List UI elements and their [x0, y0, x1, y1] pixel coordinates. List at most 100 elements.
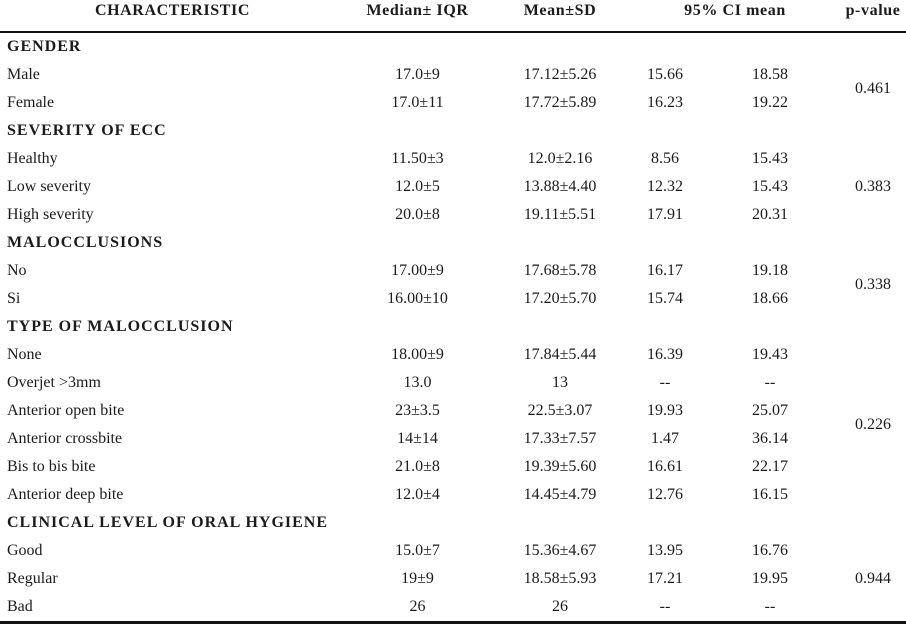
ci-low-cell: 16.23: [647, 94, 683, 111]
ci-low-cell: 15.74: [647, 290, 683, 307]
section-title: SEVERITY OF ECC: [7, 122, 167, 139]
row-label: Female: [7, 94, 55, 111]
row-label: No: [7, 262, 27, 279]
section-title-row: CLINICAL LEVEL OF ORAL HYGIENE: [0, 509, 906, 537]
table-body: GENDER Male 17.0±9 17.12±5.26 15.66 18.58 0.46…: [0, 32, 906, 623]
ci-high-cell: 18.58: [752, 66, 788, 83]
p-value-cell: 0.383: [855, 178, 891, 195]
median-cell: 11.50±3: [391, 150, 444, 167]
median-cell: 21.0±8: [395, 458, 440, 475]
data-row: Good 15.0±7 15.36±4.67 13.95 16.76 0.944: [0, 537, 906, 587]
data-row: Si 16.00±10 17.20±5.70 15.74 18.66: [0, 285, 906, 313]
mean-cell: 14.45±4.79: [523, 486, 597, 503]
mean-cell: 18.58±5.93: [523, 570, 597, 587]
ci-high-cell: 19.22: [752, 94, 788, 111]
ci-low-cell: 15.66: [647, 66, 683, 83]
mean-cell: 22.5±3.07: [527, 402, 593, 419]
ci-high-cell: 18.66: [752, 290, 788, 307]
col-header-mean-sd: Mean±SD: [490, 0, 630, 33]
median-cell: 17.0±11: [391, 94, 444, 111]
ci-low-cell: --: [659, 598, 671, 615]
data-row: Female 17.0±11 17.72±5.89 16.23 19.22: [0, 89, 906, 117]
row-label: Anterior deep bite: [7, 486, 124, 503]
ci-low-cell: 17.91: [647, 206, 683, 223]
data-row: Regular 19±9 18.58±5.93 17.21 19.95: [0, 565, 906, 593]
ci-high-cell: 15.43: [752, 150, 788, 167]
ci-high-cell: --: [764, 598, 776, 615]
data-row: Healthy 11.50±3 12.0±2.16 8.56 15.43 0.383: [0, 145, 906, 195]
data-row: High severity 20.0±8 19.11±5.51 17.91 20.31: [0, 201, 906, 229]
mean-cell: 17.72±5.89: [523, 94, 597, 111]
ci-high-cell: 19.43: [752, 346, 788, 363]
mean-cell: 13.88±4.40: [523, 178, 597, 195]
col-header-p-value: p-value: [840, 0, 906, 33]
ci-low-cell: 16.61: [647, 458, 683, 475]
data-row: Male 17.0±9 17.12±5.26 15.66 18.58 0.461: [0, 61, 906, 97]
section-title-row: GENDER: [0, 32, 906, 61]
row-label: Low severity: [7, 178, 91, 195]
ci-high-cell: --: [764, 374, 776, 391]
section-title: GENDER: [7, 38, 82, 55]
row-label: Regular: [7, 570, 58, 587]
ci-low-cell: 8.56: [651, 150, 679, 167]
data-row: No 17.00±9 17.68±5.78 16.17 19.18 0.338: [0, 257, 906, 293]
header-row: CHARACTERISTIC Median± IQR Mean±SD 95% C…: [0, 0, 906, 33]
section-title-row: SEVERITY OF ECC: [0, 117, 906, 145]
median-cell: 12.0±4: [395, 486, 440, 503]
row-label: Anterior open bite: [7, 402, 125, 419]
ci-low-cell: 12.32: [647, 178, 683, 195]
data-row: Bad 26 26 -- --: [0, 593, 906, 623]
row-label: Male: [7, 66, 40, 83]
p-value-cell: 0.461: [855, 80, 891, 97]
mean-cell: 17.12±5.26: [523, 66, 597, 83]
col-header-median-iqr: Median± IQR: [345, 0, 490, 33]
section-title: MALOCCLUSIONS: [7, 234, 164, 251]
col-header-95ci-mean: 95% CI mean: [630, 0, 840, 33]
ci-low-cell: 12.76: [647, 486, 683, 503]
data-row: Bis to bis bite 21.0±8 19.39±5.60 16.61 22.1…: [0, 453, 906, 481]
median-cell: 20.0±8: [395, 206, 440, 223]
median-cell: 13.0: [403, 374, 432, 391]
row-label: Bad: [7, 598, 33, 615]
p-value-cell: 0.944: [855, 570, 891, 587]
mean-cell: 17.68±5.78: [523, 262, 597, 279]
median-cell: 15.0±7: [395, 542, 440, 559]
ci-high-cell: 19.18: [752, 262, 788, 279]
median-cell: 14±14: [397, 430, 438, 447]
p-value-cell: 0.226: [855, 416, 891, 433]
ci-high-cell: 15.43: [752, 178, 788, 195]
row-label: None: [7, 346, 42, 363]
median-cell: 16.00±10: [387, 290, 448, 307]
mean-cell: 19.39±5.60: [523, 458, 597, 475]
median-cell: 26: [409, 598, 426, 615]
median-cell: 23±3.5: [395, 402, 440, 419]
row-label: Healthy: [7, 150, 58, 167]
ci-high-cell: 19.95: [752, 570, 788, 587]
section-title-row: TYPE OF MALOCCLUSION: [0, 313, 906, 341]
ci-low-cell: --: [659, 374, 671, 391]
ci-high-cell: 16.15: [752, 486, 788, 503]
mean-cell: 17.33±7.57: [523, 430, 597, 447]
mean-cell: 12.0±2.16: [527, 150, 593, 167]
ci-high-cell: 22.17: [752, 458, 788, 475]
median-cell: 12.0±5: [395, 178, 440, 195]
data-row: Anterior crossbite 14±14 17.33±7.57 1.47 36.…: [0, 425, 906, 453]
ci-low-cell: 13.95: [647, 542, 683, 559]
median-cell: 17.00±9: [391, 262, 444, 279]
row-label: Overjet >3mm: [7, 374, 101, 391]
data-row: Low severity 12.0±5 13.88±4.40 12.32 15.43: [0, 173, 906, 201]
median-cell: 19±9: [401, 570, 434, 587]
section-title: TYPE OF MALOCCLUSION: [7, 318, 234, 335]
median-cell: 17.0±9: [395, 66, 440, 83]
section-title: CLINICAL LEVEL OF ORAL HYGIENE: [7, 514, 329, 531]
col-header-characteristic: CHARACTERISTIC: [0, 0, 345, 33]
row-label: High severity: [7, 206, 94, 223]
data-row: Anterior deep bite 12.0±4 14.45±4.79 12.76 1…: [0, 481, 906, 509]
ci-high-cell: 36.14: [752, 430, 788, 447]
section-title-row: MALOCCLUSIONS: [0, 229, 906, 257]
mean-cell: 13: [552, 374, 568, 391]
row-label: Anterior crossbite: [7, 430, 123, 447]
mean-cell: 17.20±5.70: [523, 290, 597, 307]
